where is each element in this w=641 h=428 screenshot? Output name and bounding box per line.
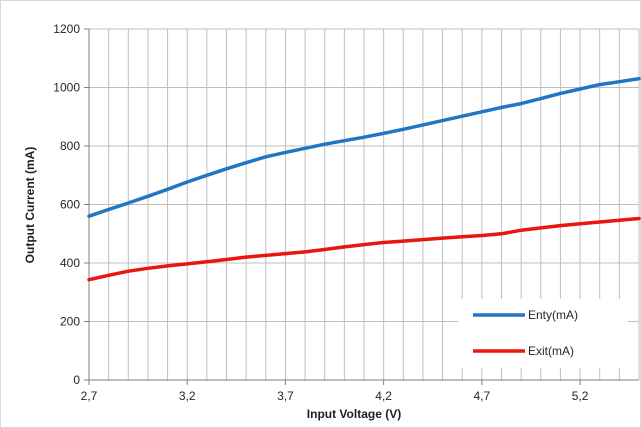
x-gridlines [108, 29, 640, 380]
legend: Enty(mA) Exit(mA) [458, 299, 628, 368]
y-tick-label: 0 [73, 373, 80, 387]
axes [84, 28, 639, 385]
series-lines [87, 76, 641, 282]
y-tick-label: 1200 [53, 22, 80, 36]
x-tick-label: 3,2 [179, 389, 196, 403]
x-tick-label: 2,7 [81, 389, 98, 403]
y-tick-label: 400 [60, 256, 80, 270]
x-tick-labels: 2,7 3,2 3,7 4,2 4,7 5,2 [81, 389, 589, 403]
y-tick-label: 800 [60, 139, 80, 153]
y-tick-labels: 0 200 400 600 800 1000 1200 [53, 22, 80, 387]
y-axis-title: Output Current (mA) [23, 147, 37, 264]
x-tick-label: 4,2 [375, 389, 392, 403]
y-tick-label: 200 [60, 315, 80, 329]
legend-box [458, 299, 628, 368]
series-line-exit [87, 216, 641, 282]
legend-label-exit: Exit(mA) [528, 344, 574, 358]
x-tick-label: 4,7 [474, 389, 491, 403]
y-tick-label: 600 [60, 198, 80, 212]
y-tick-label: 1000 [53, 81, 80, 95]
x-tick-label: 3,7 [277, 389, 294, 403]
x-axis-title: Input Voltage (V) [307, 407, 401, 421]
legend-label-enty: Enty(mA) [528, 308, 578, 322]
series-line-enty [87, 76, 641, 218]
x-tick-label: 5,2 [572, 389, 589, 403]
